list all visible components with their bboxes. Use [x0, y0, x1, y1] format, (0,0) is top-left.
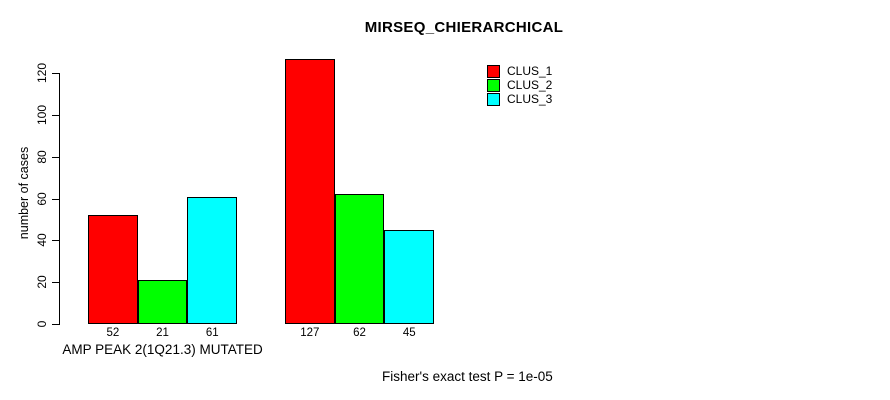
legend-item-clus_2: CLUS_2 [487, 78, 552, 92]
y-tick [52, 240, 59, 242]
legend-label: CLUS_3 [507, 92, 553, 106]
y-tick-label: 120 [35, 63, 49, 84]
y-tick-label: 40 [35, 233, 49, 248]
bar-value-label: 127 [300, 327, 320, 339]
bar-value-label: 52 [106, 327, 120, 339]
legend: CLUS_1 CLUS_2 CLUS_3 [487, 64, 552, 106]
chart-title: MIRSEQ_CHIERARCHICAL [364, 19, 564, 36]
y-axis-title: number of cases [17, 146, 31, 240]
y-tick-label: 0 [35, 320, 49, 328]
y-tick [52, 156, 59, 158]
y-tick-label: 60 [35, 191, 49, 206]
fisher-test-annotation: Fisher's exact test P = 1e-05 [382, 369, 553, 384]
bar-value-label: 61 [205, 327, 219, 339]
bar-value-label: 21 [156, 327, 169, 339]
bar-clus_1-group1 [88, 215, 138, 324]
legend-swatch [487, 92, 500, 106]
y-tick-label: 80 [35, 150, 49, 164]
bar-clus_3-group2 [384, 229, 435, 324]
bar-clus_1-group2 [285, 58, 335, 324]
bar-value-label: 62 [353, 327, 366, 339]
y-tick [52, 324, 59, 325]
legend-label: CLUS_2 [507, 78, 553, 92]
y-tick [52, 198, 59, 200]
y-tick [52, 282, 59, 284]
category-label: AMP PEAK 2(1Q21.3) MUTATED [62, 342, 263, 357]
legend-label: CLUS_1 [507, 64, 553, 78]
bar-clus_3-group1 [187, 196, 238, 324]
y-tick-label: 20 [35, 275, 49, 289]
legend-swatch [487, 78, 500, 92]
bar-value-label: 45 [402, 327, 416, 339]
legend-item-clus_3: CLUS_3 [487, 92, 552, 106]
y-axis-line [59, 73, 60, 325]
legend-item-clus_1: CLUS_1 [487, 64, 552, 78]
bar-clus_2-group1 [137, 280, 188, 324]
y-tick-label: 100 [35, 104, 49, 126]
y-tick [52, 115, 59, 116]
legend-swatch [487, 64, 500, 78]
y-tick [52, 73, 59, 75]
bar-clus_2-group2 [334, 194, 385, 324]
